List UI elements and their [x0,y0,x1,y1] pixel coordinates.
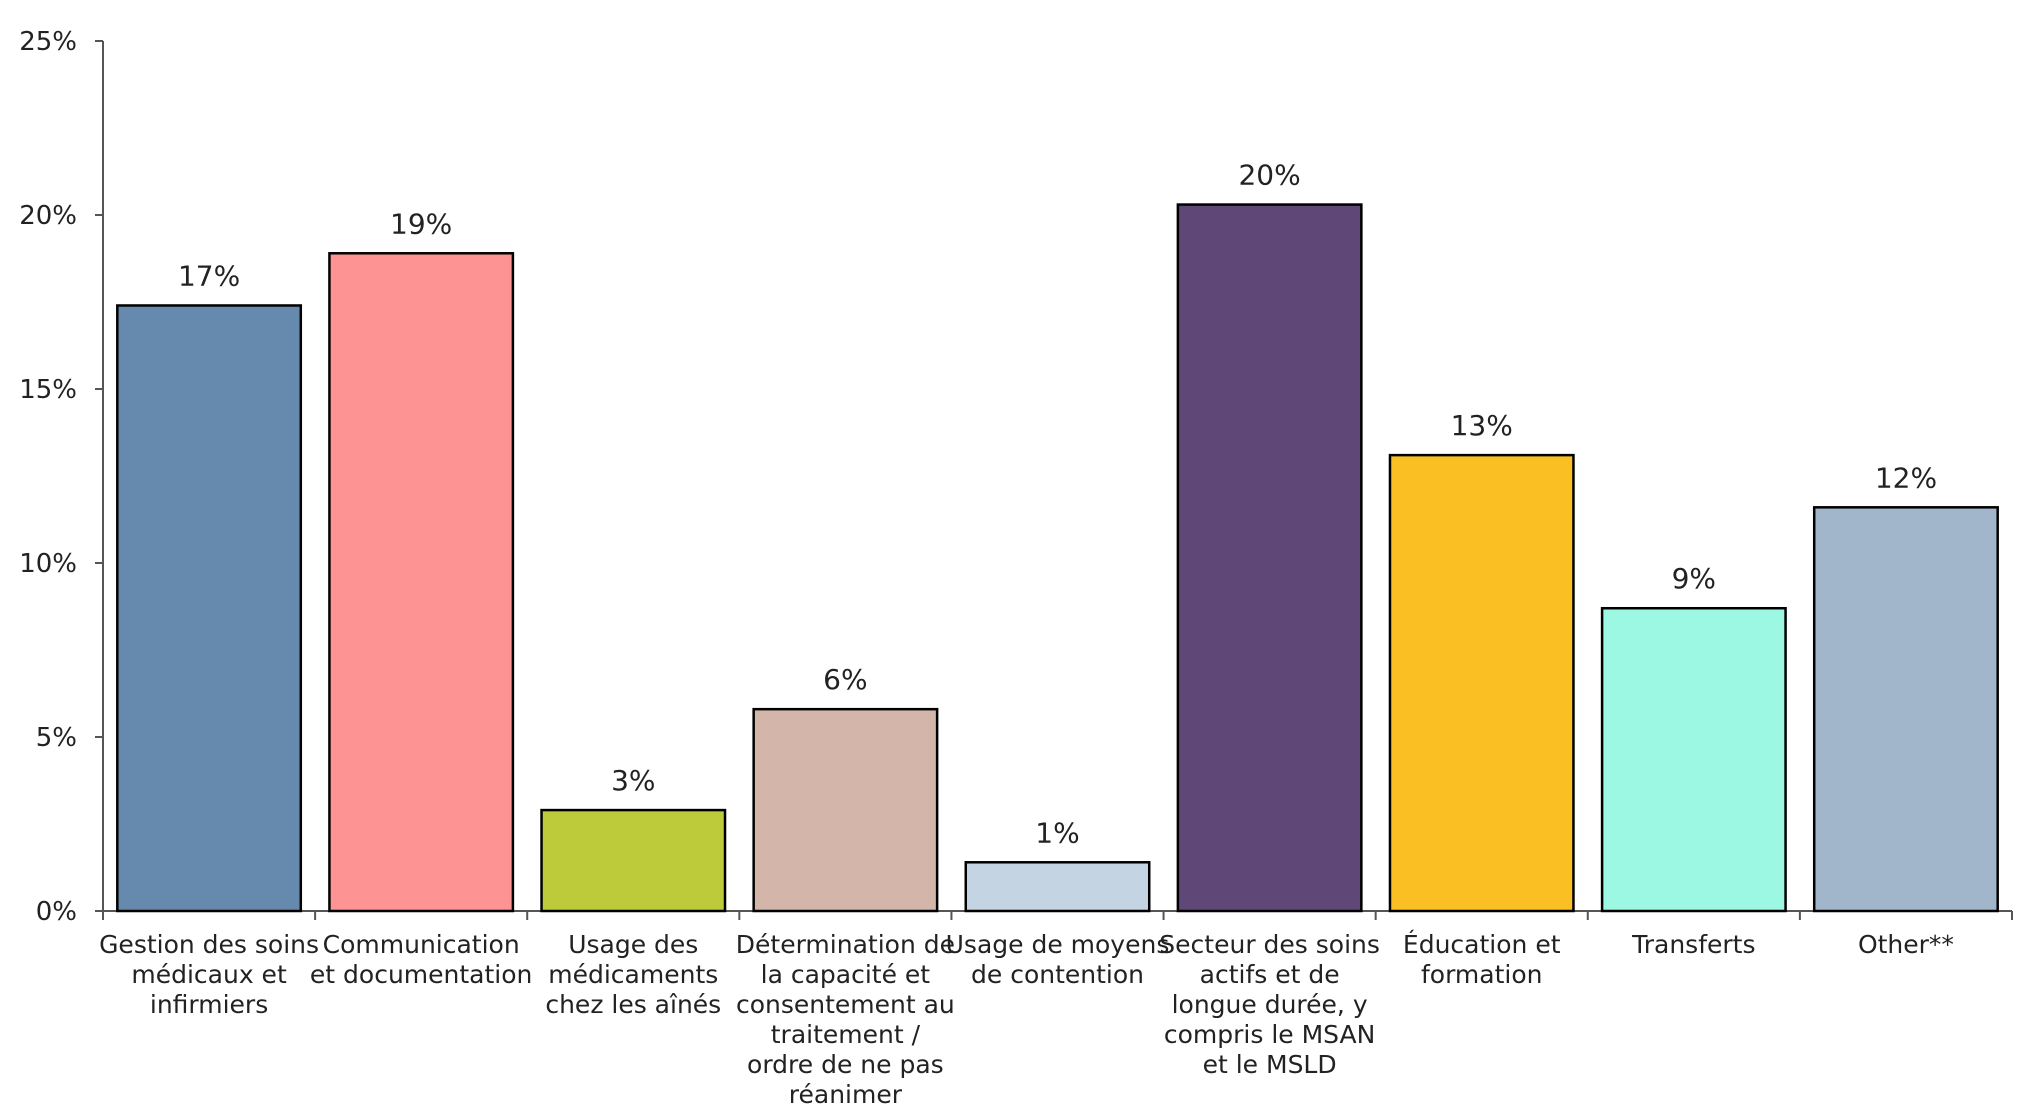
bar [752,707,939,913]
category-label-line: réanimer [789,1080,903,1109]
bar-value-label: 9% [1672,562,1716,595]
bar [540,808,727,913]
category-label-line: chez les aînés [545,990,721,1019]
category-label: Other** [1858,930,1954,959]
category-label-line: médicaments [548,960,718,989]
bar [1600,606,1787,913]
bar [1176,203,1363,913]
bar [116,304,303,913]
category-label-line: Détermination de [736,930,955,959]
category-label-line: ordre de ne pas [747,1050,944,1079]
category-label-line: actifs et de [1200,960,1340,989]
category-label: Transferts [1631,930,1755,959]
bars [116,203,1999,913]
category-label-line: et documentation [310,960,532,989]
y-tick-label: 10% [19,549,77,579]
y-tick-label: 15% [19,375,77,405]
category-label-line: médicaux et [131,960,287,989]
bar-value-label: 12% [1875,461,1937,494]
bar-value-label: 17% [178,259,240,292]
y-tick-label: 20% [19,201,77,231]
category-label: Détermination de la capacité et consenteme… [736,930,955,1109]
category-label-line: Éducation et [1403,930,1561,959]
bar-value-label: 1% [1035,816,1079,849]
y-tick-label: 25% [19,27,77,57]
category-label-line: Transferts [1631,930,1755,959]
bar [1388,453,1575,913]
category-label: Communication et documentation [310,930,532,989]
x-axis [102,910,2013,920]
category-label: Gestion des soins médicaux et infirmiers [99,930,319,1019]
category-label-line: consentement au [736,990,955,1019]
category-label: Usage de moyens de contention [946,930,1170,989]
category-labels: Gestion des soins médicaux et infirmiersCo… [99,930,1954,1109]
category-label-line: traitement / [771,1020,921,1049]
category-label-line: et le MSLD [1203,1050,1337,1079]
bar [328,252,515,913]
bar-value-label: 3% [611,764,655,797]
category-label: Éducation et formation [1403,930,1561,989]
category-label-line: formation [1421,960,1543,989]
category-label-line: compris le MSAN [1164,1020,1375,1049]
y-tick-label: 0% [36,897,77,927]
category-label: Usage des médicaments chez les aînés [545,930,721,1019]
bar-value-label: 19% [390,207,452,240]
bar [964,861,1151,913]
category-label-line: Usage de moyens [946,930,1170,959]
y-axis: 0% 5% 10% 15% 20% 25% [19,27,104,927]
category-label: Secteur des soins actifs et de longue duré… [1159,930,1380,1079]
category-label-line: Secteur des soins [1159,930,1380,959]
category-label-line: Communication [323,930,520,959]
category-label-line: Usage des [568,930,698,959]
category-label-line: infirmiers [150,990,268,1019]
category-label-line: Gestion des soins [99,930,319,959]
bar [1812,506,1999,913]
bar-value-label: 20% [1238,159,1300,192]
category-label-line: la capacité et [761,960,931,989]
category-label-line: longue durée, y [1172,990,1368,1019]
category-label-line: de contention [971,960,1144,989]
y-tick-label: 5% [36,723,77,753]
data-labels: 17% 19% 3% 6% 1% 20% 13% 9% 12% [178,159,1937,850]
bar-value-label: 13% [1451,409,1513,442]
category-label-line: Other** [1858,930,1954,959]
bar-value-label: 6% [823,663,867,696]
